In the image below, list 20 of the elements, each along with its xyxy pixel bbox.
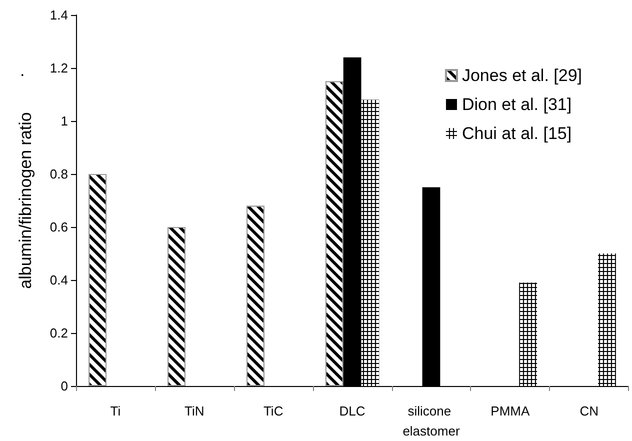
y-tick-label: 1.2 [50, 60, 68, 76]
y-tick-label: 0 [60, 378, 68, 394]
legend-label: Jones et al. [29] [462, 66, 582, 85]
text: . [20, 61, 25, 80]
y-axis-title: albumin/fibrinogen ratio [16, 112, 35, 289]
x-tick-label: Ti [110, 404, 121, 418]
x-tick-label: DLC [339, 404, 366, 418]
x-tick-label: TiN [184, 404, 204, 418]
legend-label: Chui at al. [15] [462, 124, 572, 143]
x-tick-label: PMMA [490, 404, 530, 418]
y-tick-label: 0.6 [50, 220, 68, 234]
y-tick-label: 0.2 [50, 326, 68, 340]
y-tick-label: 0.4 [50, 272, 68, 288]
x-tick-label: silicone elastomer [402, 404, 460, 438]
y-tick-label: 1.4 [50, 8, 68, 22]
x-tick-label: CN [580, 404, 598, 418]
legend-label: Dion et al. [31] [462, 95, 572, 114]
y-tick-label: 1 [60, 114, 68, 128]
y-tick-label: 0.8 [50, 166, 68, 182]
x-tick-label: TiC [263, 404, 284, 418]
